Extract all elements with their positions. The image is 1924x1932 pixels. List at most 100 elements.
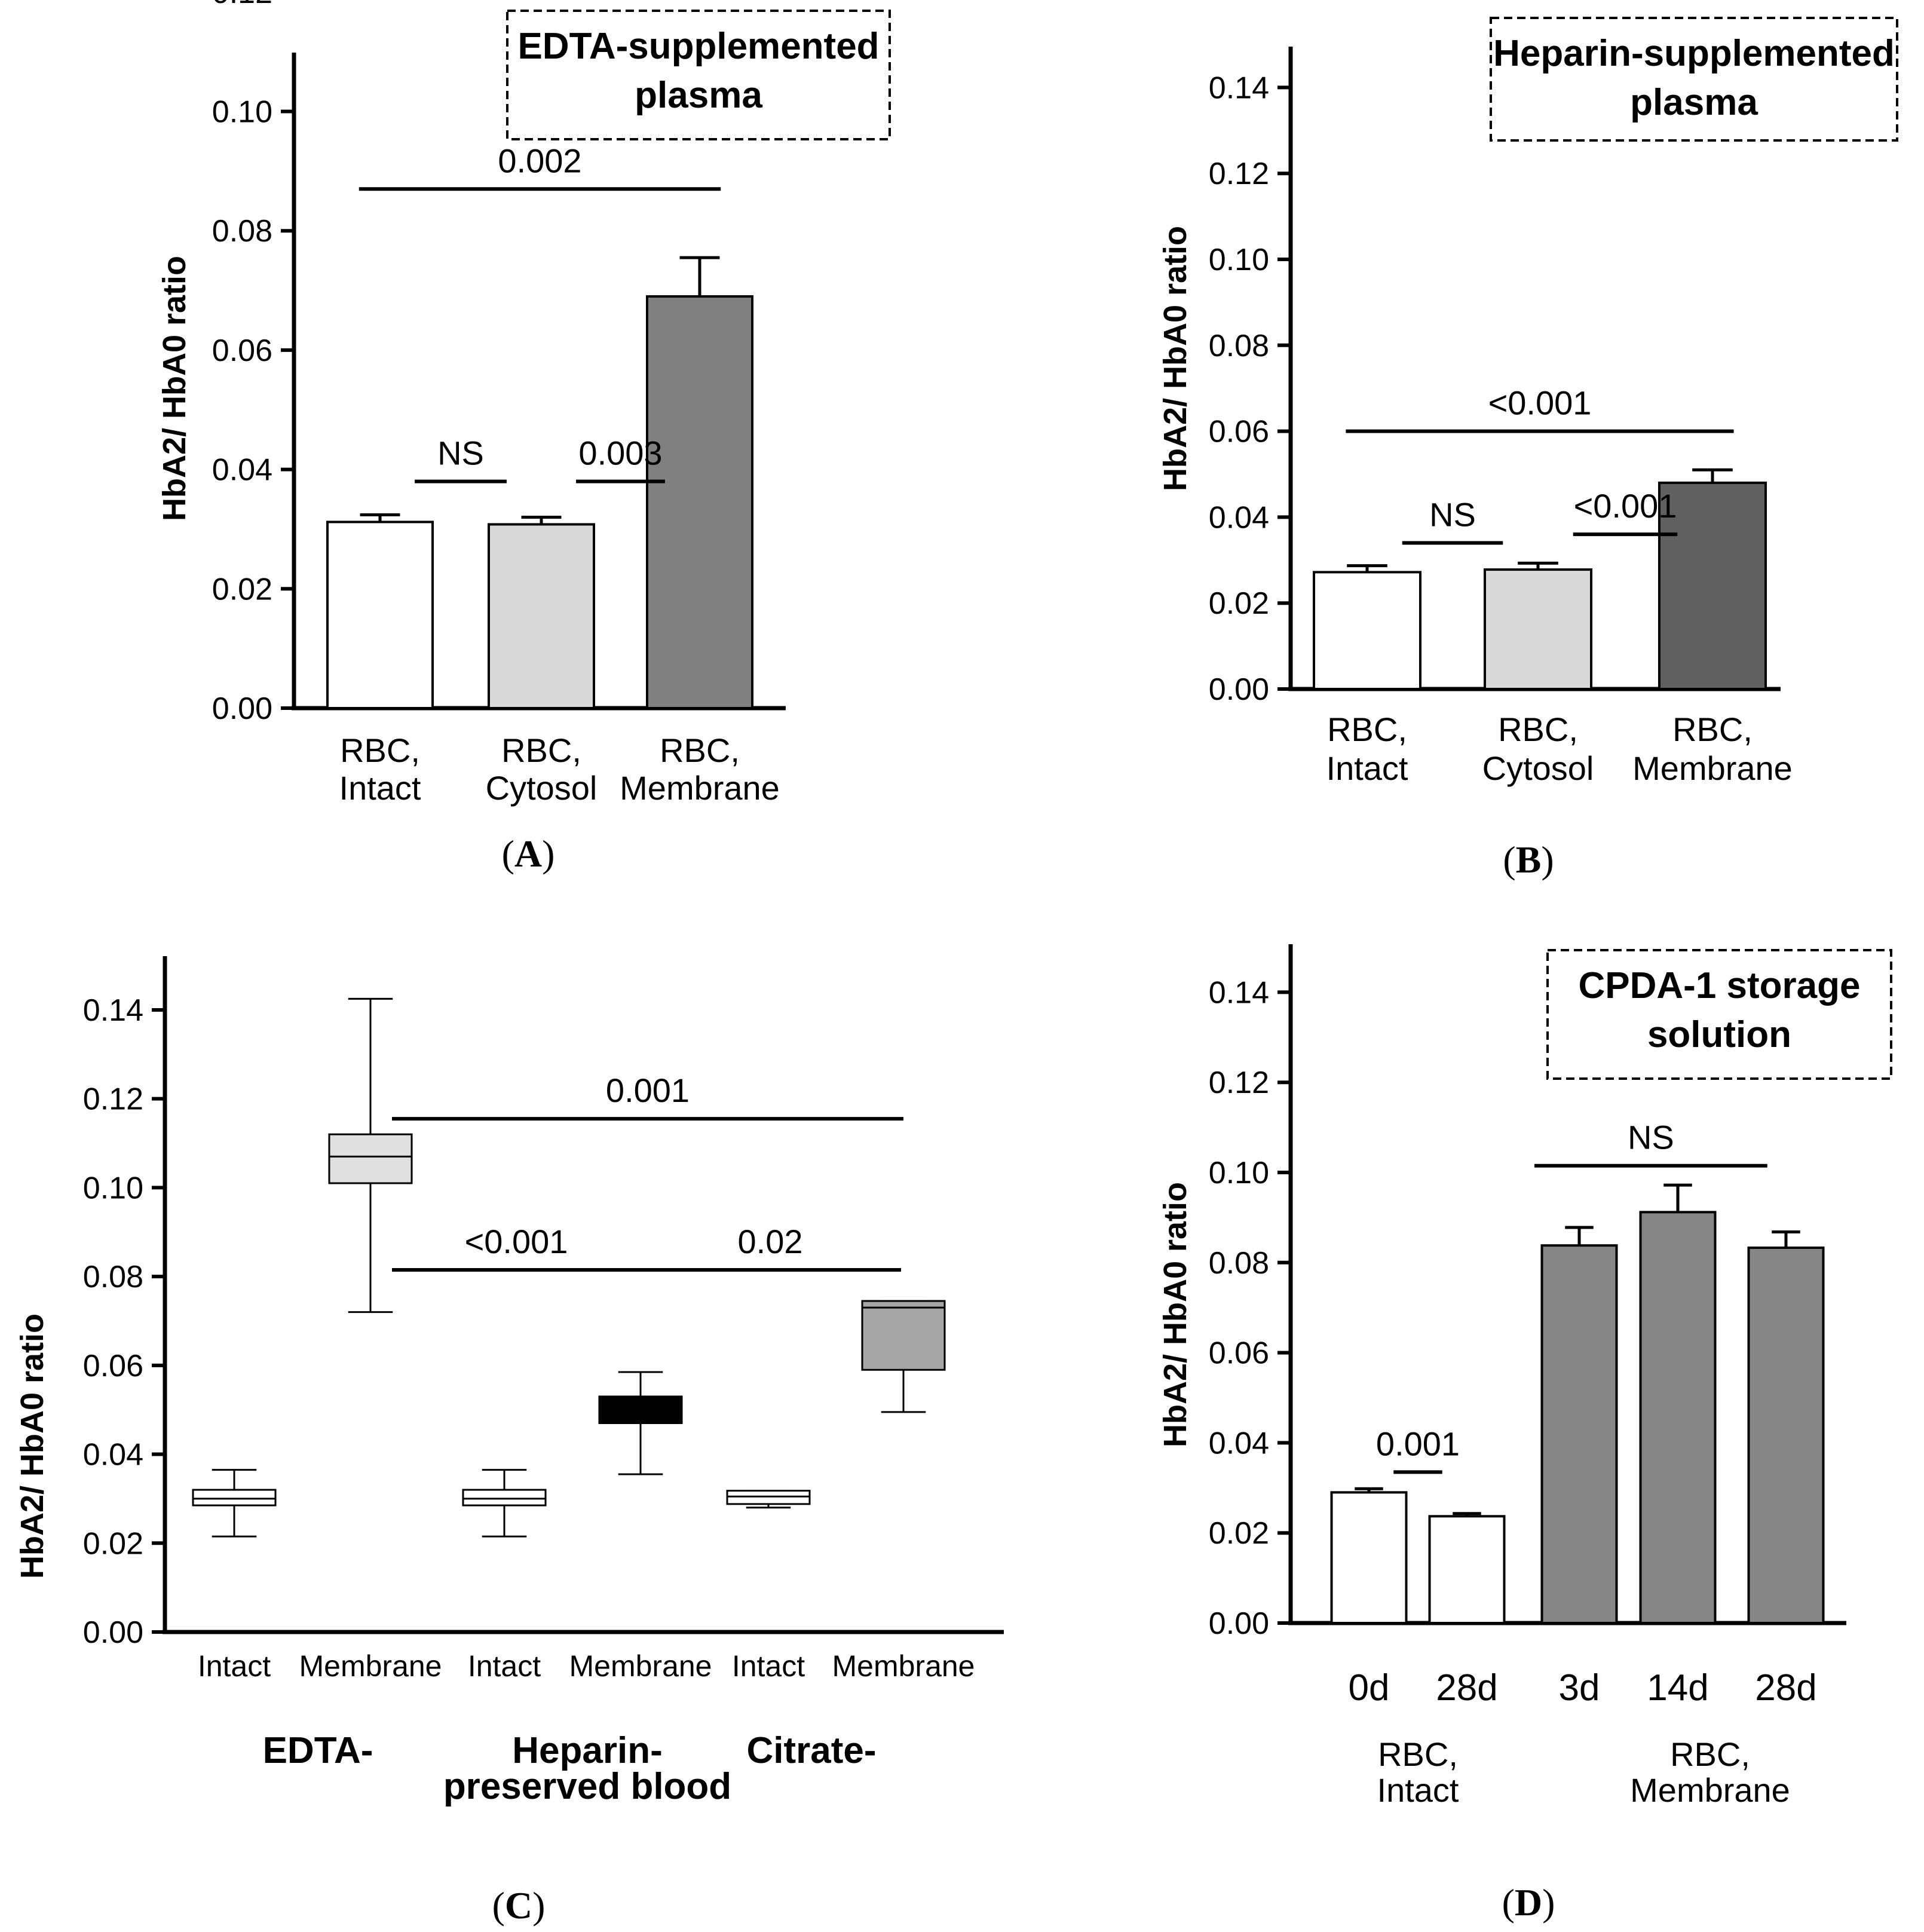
y-tick-label: 0.10 — [1209, 243, 1269, 277]
comparison-label: <0.001 — [1488, 384, 1592, 422]
category-label: Membrane — [1632, 749, 1793, 787]
y-tick-label: 0.04 — [212, 453, 272, 488]
box — [598, 1395, 683, 1425]
y-tick-label: 0.04 — [1209, 500, 1269, 535]
category-label: 0d — [1349, 1667, 1390, 1709]
comparison-label: NS — [1429, 496, 1476, 534]
box — [328, 1133, 413, 1184]
y-tick-label: 0.02 — [1209, 1516, 1269, 1551]
category-label: 28d — [1436, 1667, 1497, 1709]
panel-label: (D) — [1502, 1881, 1555, 1924]
category-label: 14d — [1647, 1667, 1708, 1709]
y-tick-label: 0.02 — [212, 572, 272, 607]
group-label: Citrate- — [746, 1730, 876, 1771]
y-axis-label: HbA2/ HbA0 ratio — [1157, 1182, 1193, 1447]
y-tick-label: 0.00 — [1209, 1606, 1269, 1641]
y-tick-label: 0.08 — [83, 1260, 143, 1294]
y-tick-label: 0.14 — [83, 993, 143, 1028]
category-label: RBC, — [1498, 711, 1578, 748]
panel-d: 0.00 0.02 0.04 0.06 0.08 0.10 0.12 0.14 HbA2/ Hb… — [1157, 944, 1892, 1924]
bar — [1428, 1515, 1506, 1624]
group-label: Membrane — [1630, 1771, 1790, 1809]
y-tick-label: 0.10 — [1209, 1156, 1269, 1190]
group-label: EDTA- — [263, 1730, 373, 1771]
bar — [1484, 568, 1592, 690]
category-label: Membrane — [299, 1649, 442, 1683]
group-label: Intact — [1377, 1771, 1459, 1809]
comparison-label: 0.001 — [1376, 1425, 1460, 1462]
comparison-label: <0.001 — [1574, 487, 1677, 525]
group-label: Heparin- — [512, 1730, 662, 1771]
legend-box-text: EDTA-supplemented — [517, 26, 879, 67]
y-tick-label: 0.12 — [212, 0, 272, 10]
y-tick-label: 0.06 — [212, 333, 272, 368]
panel-c: 0.00 0.02 0.04 0.06 0.08 0.10 0.12 0.14 HbA2/ Hb… — [14, 956, 1004, 1927]
legend-box — [1490, 17, 1898, 142]
legend-box — [506, 10, 891, 140]
category-label: 28d — [1755, 1667, 1816, 1709]
y-tick-label: 0.12 — [1209, 157, 1269, 191]
y-tick-label: 0.10 — [83, 1171, 143, 1205]
y-tick-label: 0.02 — [83, 1526, 143, 1561]
category-label: Membrane — [620, 769, 780, 807]
y-axis-label: HbA2/ HbA0 ratio — [1157, 226, 1193, 491]
category-label: 3d — [1559, 1667, 1600, 1709]
y-tick-label: 0.06 — [1209, 415, 1269, 449]
y-tick-label: 0.00 — [1209, 672, 1269, 707]
legend-box-text: solution — [1647, 1014, 1791, 1055]
box — [192, 1489, 277, 1507]
y-tick-label: 0.14 — [1209, 975, 1269, 1010]
y-tick-label: 0.08 — [1209, 1246, 1269, 1281]
comparison-label: <0.001 — [465, 1223, 568, 1260]
category-label: RBC, — [1672, 711, 1753, 748]
comparison-label: 0.002 — [498, 142, 581, 179]
panel-label: (B) — [1503, 838, 1554, 881]
category-label: RBC, — [1327, 711, 1407, 748]
category-label: Intact — [339, 769, 421, 807]
panel-label: (A) — [502, 832, 555, 875]
category-label: Membrane — [569, 1649, 712, 1683]
legend-box — [1546, 949, 1892, 1080]
comparison-label: 0.001 — [606, 1071, 690, 1109]
y-tick-label: 0.08 — [1209, 329, 1269, 363]
category-label: RBC, — [501, 731, 581, 769]
bar — [1313, 571, 1421, 690]
panel-label: (C) — [492, 1884, 546, 1927]
y-axis-label: HbA2/ HbA0 ratio — [157, 256, 192, 521]
group-label: preserved blood — [443, 1766, 731, 1807]
bar — [1658, 481, 1767, 690]
category-label: Intact — [468, 1649, 541, 1683]
category-label: Intact — [1326, 749, 1408, 787]
y-tick-label: 0.12 — [83, 1082, 143, 1117]
y-tick-label: 0.04 — [1209, 1426, 1269, 1461]
panel-b: 0.00 0.02 0.04 0.06 0.08 0.10 0.12 0.14 HbA2/ Hb… — [1157, 17, 1898, 881]
comparison-label: 0.02 — [738, 1223, 803, 1260]
category-label: RBC, — [340, 731, 420, 769]
category-label: Membrane — [832, 1649, 975, 1683]
y-tick-label: 0.00 — [212, 691, 272, 726]
bar — [1540, 1244, 1618, 1624]
box — [861, 1300, 946, 1371]
legend-box-text: plasma — [635, 75, 762, 116]
bar — [1330, 1491, 1408, 1625]
bar — [646, 295, 753, 710]
category-label: Intact — [732, 1649, 805, 1683]
category-label: Cytosol — [1482, 749, 1594, 787]
legend-box-text: CPDA-1 storage — [1579, 965, 1861, 1006]
comparison-label: NS — [437, 434, 484, 472]
group-label: RBC, — [1670, 1735, 1750, 1773]
category-label: RBC, — [660, 731, 740, 769]
comparison-label: NS — [1628, 1119, 1674, 1156]
category-label: Intact — [198, 1649, 271, 1683]
y-tick-label: 0.04 — [83, 1438, 143, 1472]
legend-box-text: plasma — [1630, 82, 1758, 123]
bar — [326, 520, 434, 710]
y-tick-label: 0.14 — [1209, 71, 1269, 105]
y-tick-label: 0.00 — [83, 1615, 143, 1650]
box — [462, 1489, 547, 1507]
comparison-label: 0.003 — [578, 434, 662, 472]
y-tick-label: 0.06 — [83, 1349, 143, 1383]
category-label: Cytosol — [486, 769, 598, 807]
legend-box-text: Heparin-supplemented — [1493, 33, 1895, 74]
